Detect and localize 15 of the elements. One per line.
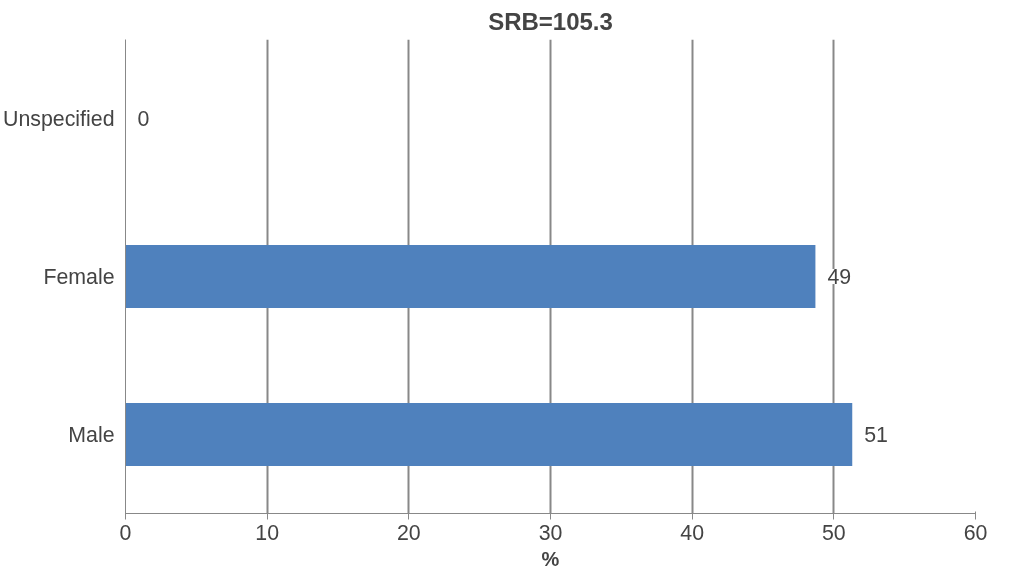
- x-axis-title: %: [541, 547, 560, 570]
- data-label: 51: [864, 423, 888, 447]
- x-tick-label: 30: [538, 520, 563, 545]
- x-tick-label: 10: [255, 520, 280, 545]
- y-tick-label: Unspecified: [3, 106, 115, 131]
- x-tick-label: 20: [396, 520, 421, 545]
- data-label: 49: [827, 265, 852, 289]
- chart-title: SRB=105.3: [488, 7, 613, 35]
- y-tick-label: Female: [43, 264, 115, 289]
- data-label: 0: [137, 107, 150, 131]
- x-tick-label: 0: [119, 520, 132, 545]
- x-tick-label: 40: [680, 520, 705, 545]
- x-tick-label: 50: [821, 520, 846, 545]
- x-tick-label: 60: [963, 520, 988, 545]
- y-tick-label: Male: [68, 422, 115, 447]
